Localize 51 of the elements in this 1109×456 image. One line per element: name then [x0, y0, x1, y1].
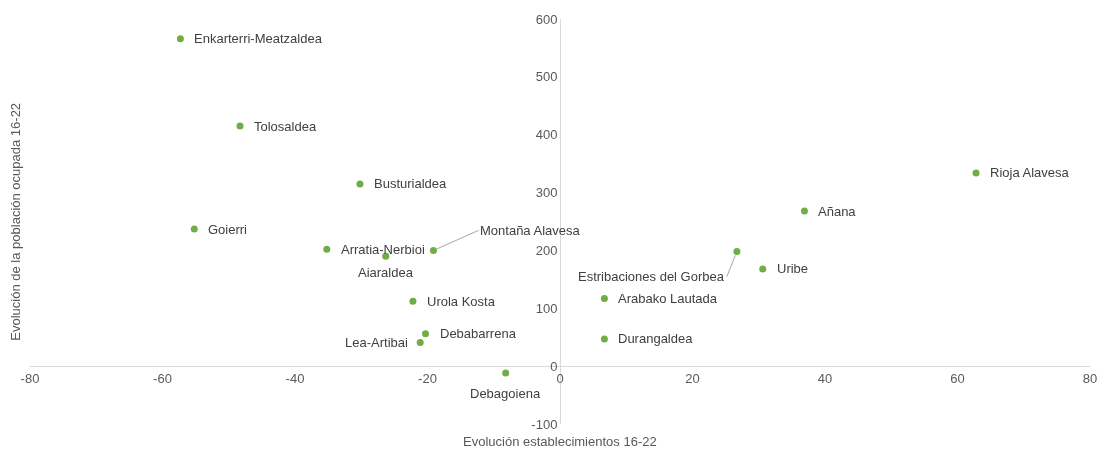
annotation: Goierri: [208, 222, 248, 237]
x-tick-label: -20: [418, 370, 437, 386]
point: [502, 369, 510, 377]
point: [800, 207, 808, 215]
annotation: Arabako Lautada: [618, 291, 718, 306]
point: [759, 265, 767, 273]
point: [416, 338, 424, 346]
y-tick-label: 100: [535, 300, 558, 316]
annotation: Aiaraldea: [358, 265, 414, 280]
annotation: Arratia-Nerbioi: [341, 242, 425, 257]
annotation: Debabarrena: [440, 326, 517, 341]
x-tick-label: -60: [153, 370, 172, 386]
point: [190, 225, 198, 233]
y-axis-title: Evolución de la población ocupada 16-22: [7, 102, 23, 341]
annotation: Urola Kosta: [427, 294, 496, 309]
x-tick-label: 20: [685, 370, 700, 386]
point: [972, 169, 980, 177]
point: [409, 297, 417, 305]
x-tick-label: 80: [1082, 370, 1098, 386]
annotation: Lea-Artibai: [345, 335, 408, 350]
annotation: Uribe: [777, 261, 809, 276]
y-tick-label: 200: [535, 242, 558, 258]
y-tick-label: 600: [535, 11, 558, 27]
annotation: Enkarterri-Meatzaldea: [194, 31, 323, 46]
y-tick-label: 400: [535, 127, 558, 143]
x-tick-label: 40: [817, 370, 833, 386]
annotation: Montaña Alavesa: [480, 223, 581, 238]
point: [600, 294, 608, 302]
x-axis-title: Evolución establecimientos 16-22: [463, 434, 657, 449]
y-tick-label: 300: [535, 185, 558, 201]
point: [733, 248, 741, 256]
point: [236, 122, 244, 130]
point: [422, 330, 430, 338]
point: [356, 180, 364, 188]
y-tick-label: 500: [535, 69, 558, 85]
annotation: Estribaciones del Gorbea: [578, 269, 725, 284]
annotation: Busturialdea: [374, 176, 448, 191]
point: [323, 245, 331, 253]
annotation: Durangaldea: [618, 331, 694, 346]
annotation: Añana: [818, 204, 857, 219]
annotation: Rioja Alavesa: [990, 165, 1070, 180]
point: [600, 335, 608, 343]
point: [176, 35, 184, 43]
y-tick-label: 0: [550, 358, 558, 374]
point: [429, 246, 437, 254]
annotation: Tolosaldea: [254, 119, 317, 134]
y-tick-label: -100: [531, 416, 558, 432]
x-tick-label: -80: [20, 370, 40, 386]
annotation: Debagoiena: [470, 386, 541, 401]
x-tick-label: -40: [285, 370, 305, 386]
x-tick-label: 60: [950, 370, 965, 386]
